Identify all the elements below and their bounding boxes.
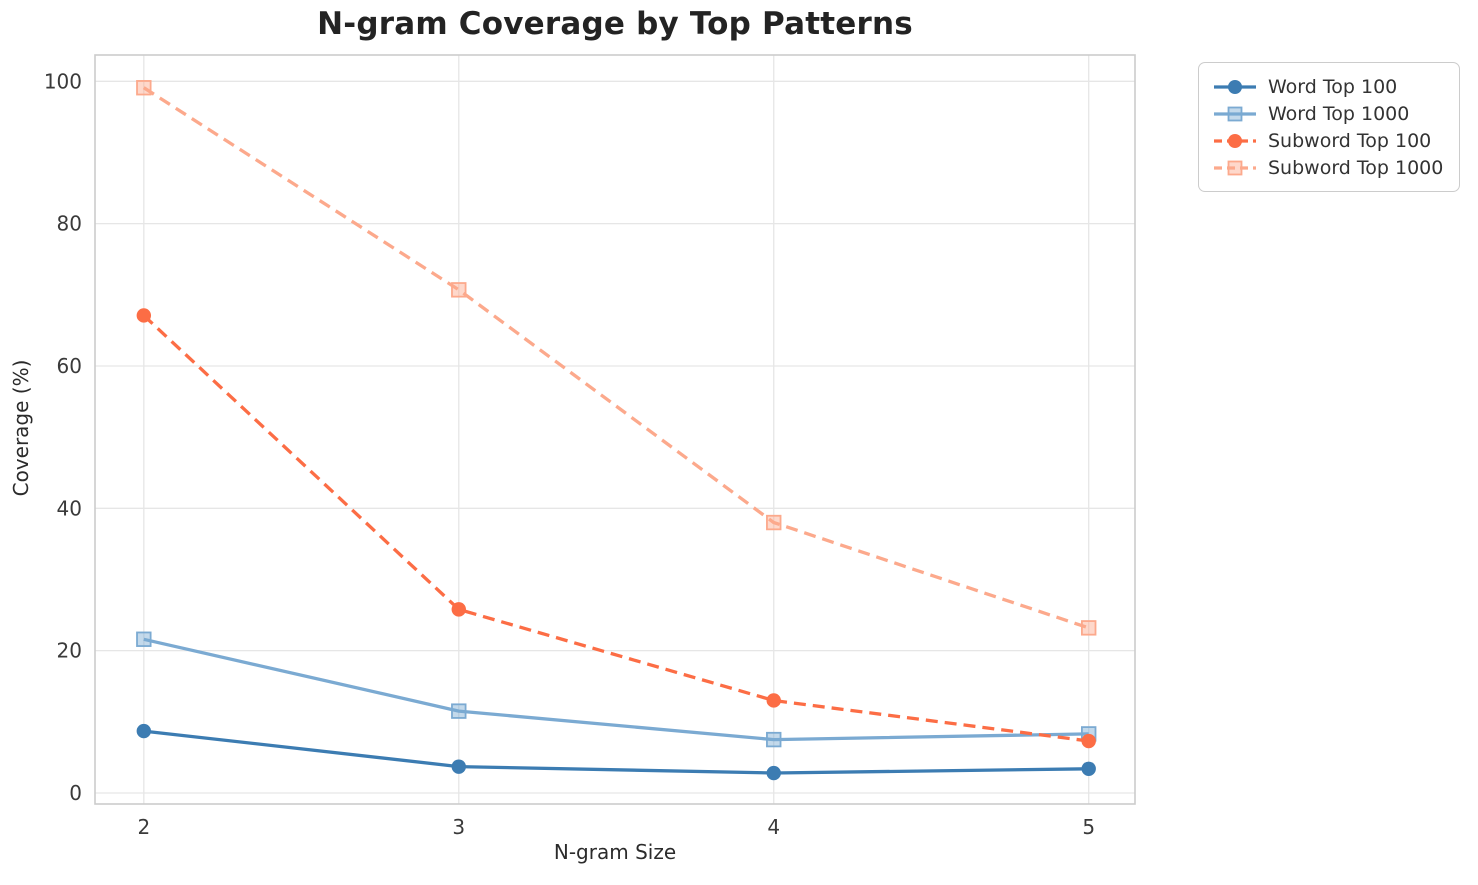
- data-point-marker: [1081, 733, 1096, 749]
- y-tick-label: 80: [57, 212, 82, 236]
- series-line-word-top-100: [143, 729, 1089, 775]
- legend-item: Word Top 100: [1213, 73, 1445, 100]
- data-point-marker: [451, 282, 467, 298]
- data-point-marker: [766, 514, 782, 531]
- y-tick-label: 40: [57, 496, 82, 520]
- y-tick-label: 60: [57, 354, 82, 378]
- series-line-word-top-1000: [143, 637, 1089, 742]
- square-marker-icon: [1227, 160, 1243, 175]
- chart-title: N-gram Coverage by Top Patterns: [317, 6, 913, 42]
- y-tick-label: 20: [57, 639, 82, 663]
- legend-swatch-solid-line-icon: [1214, 106, 1256, 121]
- legend-swatch-solid-line-icon: [1214, 79, 1256, 94]
- data-point-marker: [1081, 620, 1097, 636]
- x-tick-label: 2: [137, 815, 150, 839]
- x-axis-label: N-gram Size: [553, 840, 677, 864]
- data-point-marker: [766, 693, 781, 708]
- legend-label: Word Top 1000: [1268, 102, 1410, 125]
- y-tick-label: 100: [44, 69, 82, 93]
- x-tick-label: 4: [767, 815, 780, 839]
- data-point-marker: [1081, 761, 1096, 776]
- legend: Word Top 100 Word Top 1000 Subword Top 100…: [1198, 62, 1460, 192]
- data-point-marker: [766, 765, 781, 781]
- y-tick-label: 0: [69, 781, 82, 805]
- circle-marker-icon: [1228, 79, 1242, 94]
- legend-label: Subword Top 1000: [1268, 156, 1444, 179]
- legend-swatch-dashed-line-icon: [1214, 160, 1256, 175]
- circle-marker-icon: [1228, 133, 1242, 148]
- legend-item: Subword Top 1000: [1213, 154, 1445, 181]
- data-point-marker: [136, 308, 152, 323]
- data-point-marker: [136, 723, 152, 739]
- data-point-marker: [451, 602, 466, 617]
- data-point-marker: [451, 703, 467, 719]
- series-line-subword-top-100: [142, 314, 1089, 743]
- legend-item: Subword Top 100: [1213, 127, 1445, 154]
- plot-border: [94, 54, 1136, 805]
- data-point-marker: [136, 80, 152, 96]
- data-point-marker: [766, 731, 782, 748]
- x-tick-label: 5: [1082, 815, 1095, 839]
- data-point-marker: [136, 631, 152, 647]
- series-line-subword-top-1000: [142, 86, 1090, 630]
- legend-label: Subword Top 100: [1268, 129, 1432, 152]
- y-axis-label: Coverage (%): [9, 359, 33, 497]
- legend-item: Word Top 1000: [1213, 100, 1445, 127]
- square-marker-icon: [1227, 106, 1243, 121]
- legend-label: Word Top 100: [1268, 75, 1398, 98]
- data-point-marker: [451, 759, 466, 774]
- legend-swatch-dashed-line-icon: [1214, 133, 1256, 148]
- x-tick-label: 3: [452, 815, 465, 839]
